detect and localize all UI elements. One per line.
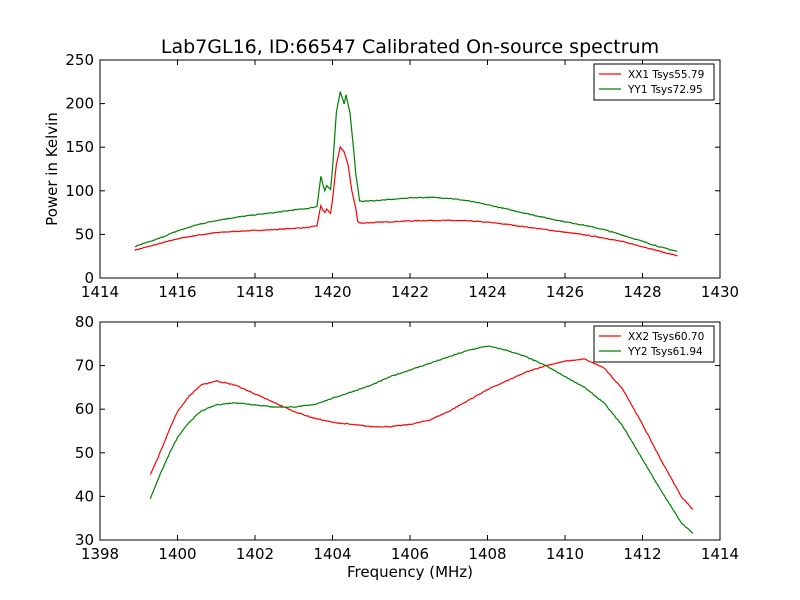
x-tick-label: 1428 [623,283,661,301]
y-tick-label: 50 [75,444,94,462]
y-tick-label: 250 [65,51,94,69]
y-tick-label: 80 [75,313,94,331]
bottom-legend-label: YY2 Tsys61.94 [627,346,703,358]
x-tick-label: 1402 [236,545,274,563]
y-tick-label: 100 [65,182,94,200]
top-spectrum-panel: 1414 1416 1418 1420 1422 1424 1426 1428 1430 0 50 1… [43,51,739,301]
top-legend: XX1 Tsys55.79 YY1 Tsys72.95 [593,63,715,101]
x-tick-label: 1416 [158,283,196,301]
y-tick-label: 200 [65,95,94,113]
bottom-x-axis-label: Frequency (MHz) [347,563,473,581]
bottom-series-layer [149,345,694,534]
bottom-spectrum-panel: 1398 1400 1402 1404 1406 1408 1410 1412 1414 30 40… [75,313,739,581]
x-tick-label: 1422 [391,283,429,301]
bottom-series-line-2 [149,345,694,534]
top-series-line-2 [134,91,678,252]
top-legend-box [593,63,715,101]
top-ticks-layer: 1414 1416 1418 1420 1422 1424 1426 1428 1430 0 50 1… [65,51,739,301]
x-tick-label: 1426 [546,283,584,301]
bottom-legend: XX2 Tsys60.70 YY2 Tsys61.94 [593,325,715,363]
bottom-legend-box [593,325,715,363]
x-tick-label: 1404 [313,545,351,563]
x-tick-label: 1400 [158,545,196,563]
x-tick-label: 1430 [701,283,739,301]
x-tick-label: 1414 [81,283,119,301]
x-tick-label: 1412 [623,545,661,563]
y-tick-label: 0 [84,269,94,287]
bottom-ticks-layer: 1398 1400 1402 1404 1406 1408 1410 1412 1414 30 40… [75,313,739,563]
y-tick-label: 60 [75,400,94,418]
y-tick-label: 30 [75,531,94,549]
x-tick-label: 1420 [313,283,351,301]
x-tick-label: 1398 [81,545,119,563]
x-tick-label: 1418 [236,283,274,301]
bottom-series-line-1 [149,358,694,510]
x-tick-label: 1410 [546,545,584,563]
top-series-layer [134,91,678,257]
top-y-axis-label: Power in Kelvin [43,112,61,226]
y-tick-label: 70 [75,357,94,375]
x-tick-label: 1406 [391,545,429,563]
y-tick-label: 40 [75,487,94,505]
x-tick-label: 1408 [468,545,506,563]
x-tick-label: 1414 [701,545,739,563]
y-tick-label: 50 [75,225,94,243]
top-series-line-1 [134,145,678,257]
top-legend-label: YY1 Tsys72.95 [627,84,703,96]
top-legend-label: XX1 Tsys55.79 [628,69,704,81]
y-tick-label: 150 [65,138,94,156]
chart-title: Lab7GL16, ID:66547 Calibrated On-source … [161,36,659,58]
bottom-legend-label: XX2 Tsys60.70 [628,331,704,343]
x-tick-label: 1424 [468,283,506,301]
